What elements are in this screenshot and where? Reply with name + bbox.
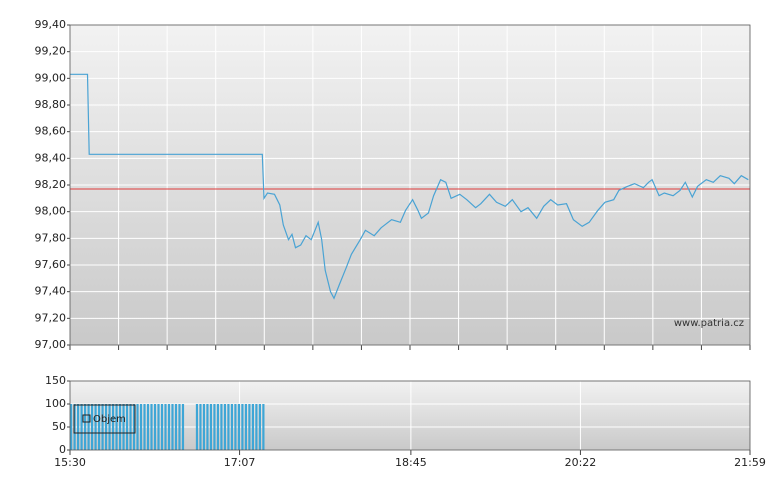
volume-bar xyxy=(139,404,143,450)
volume-bar xyxy=(199,404,202,450)
volume-bar xyxy=(241,404,244,450)
x-tick-label: 18:45 xyxy=(395,456,427,469)
y-tick-label: 98,40 xyxy=(35,151,67,164)
legend-box xyxy=(73,404,136,434)
volume-bar xyxy=(213,404,216,450)
volume-bar xyxy=(248,404,251,450)
volume-bar xyxy=(129,404,132,450)
volume-bar xyxy=(237,404,241,450)
volume-bar xyxy=(111,404,115,450)
y-tick-label: 99,20 xyxy=(35,45,67,58)
volume-bar xyxy=(73,404,76,450)
y-tick-label: 99,40 xyxy=(35,18,67,31)
volume-bar xyxy=(160,404,164,450)
volume-bar xyxy=(132,404,136,450)
y-tick-label: 50 xyxy=(52,420,66,433)
volume-bar xyxy=(90,404,94,450)
volume-bar xyxy=(202,404,206,450)
legend-swatch xyxy=(82,414,91,423)
volume-bar xyxy=(87,404,90,450)
y-tick-label: 97,60 xyxy=(35,258,67,271)
volume-bar xyxy=(220,404,223,450)
y-tick-label: 97,40 xyxy=(35,285,67,298)
y-tick-label: 0 xyxy=(59,443,66,456)
legend-label: Objem xyxy=(93,414,126,425)
watermark: www.patria.cz xyxy=(674,318,744,329)
volume-bar xyxy=(70,404,73,450)
x-tick-label: 17:07 xyxy=(224,456,256,469)
volume-bar xyxy=(125,404,129,450)
y-tick-label: 97,00 xyxy=(35,338,67,351)
x-tick-label: 21:59 xyxy=(734,456,766,469)
y-tick-label: 98,80 xyxy=(35,98,67,111)
x-tick-label: 20:22 xyxy=(565,456,597,469)
volume-bar xyxy=(216,404,220,450)
volume-bar xyxy=(97,404,101,450)
volume-bar xyxy=(150,404,153,450)
volume-bar xyxy=(83,404,87,450)
plot-frame xyxy=(69,380,751,451)
volume-bar xyxy=(164,404,167,450)
y-tick-label: 97,20 xyxy=(35,311,67,324)
plot-frame xyxy=(69,24,751,346)
x-tick-label: 15:30 xyxy=(54,456,86,469)
volume-bar xyxy=(174,404,178,450)
volume-bar xyxy=(143,404,146,450)
volume-bar xyxy=(234,404,237,450)
volume-bar xyxy=(251,404,254,450)
volume-bar xyxy=(223,404,227,450)
volume-bar xyxy=(258,404,261,450)
y-tick-label: 98,00 xyxy=(35,205,67,218)
y-tick-label: 100 xyxy=(45,397,66,410)
volume-bar xyxy=(157,404,160,450)
volume-bar xyxy=(80,404,83,450)
volume-bar xyxy=(94,404,97,450)
y-tick-label: 98,60 xyxy=(35,125,67,138)
volume-bar xyxy=(136,404,139,450)
y-tick-label: 97,80 xyxy=(35,231,67,244)
volume-bar xyxy=(227,404,230,450)
y-tick-label: 150 xyxy=(45,374,66,387)
volume-bar xyxy=(178,404,181,450)
y-tick-label: 98,20 xyxy=(35,178,67,191)
volume-bar xyxy=(104,404,108,450)
volume-bar xyxy=(115,404,118,450)
volume-bar xyxy=(230,404,234,450)
volume-bar xyxy=(108,404,111,450)
volume-bar xyxy=(76,404,80,450)
volume-bar xyxy=(146,404,150,450)
volume-bar xyxy=(206,404,209,450)
volume-bar xyxy=(262,404,265,450)
volume-bar xyxy=(209,404,213,450)
volume-bar xyxy=(122,404,125,450)
volume-bar xyxy=(118,404,122,450)
price-line xyxy=(70,73,749,300)
volume-bar xyxy=(255,404,258,450)
volume-bar xyxy=(101,404,104,450)
volume-bar xyxy=(153,404,157,450)
volume-bar xyxy=(171,404,174,450)
volume-bar xyxy=(181,404,185,450)
y-tick-label: 99,00 xyxy=(35,71,67,84)
volume-bar xyxy=(244,404,248,450)
volume-bar xyxy=(167,404,171,450)
volume-bar xyxy=(195,404,199,450)
